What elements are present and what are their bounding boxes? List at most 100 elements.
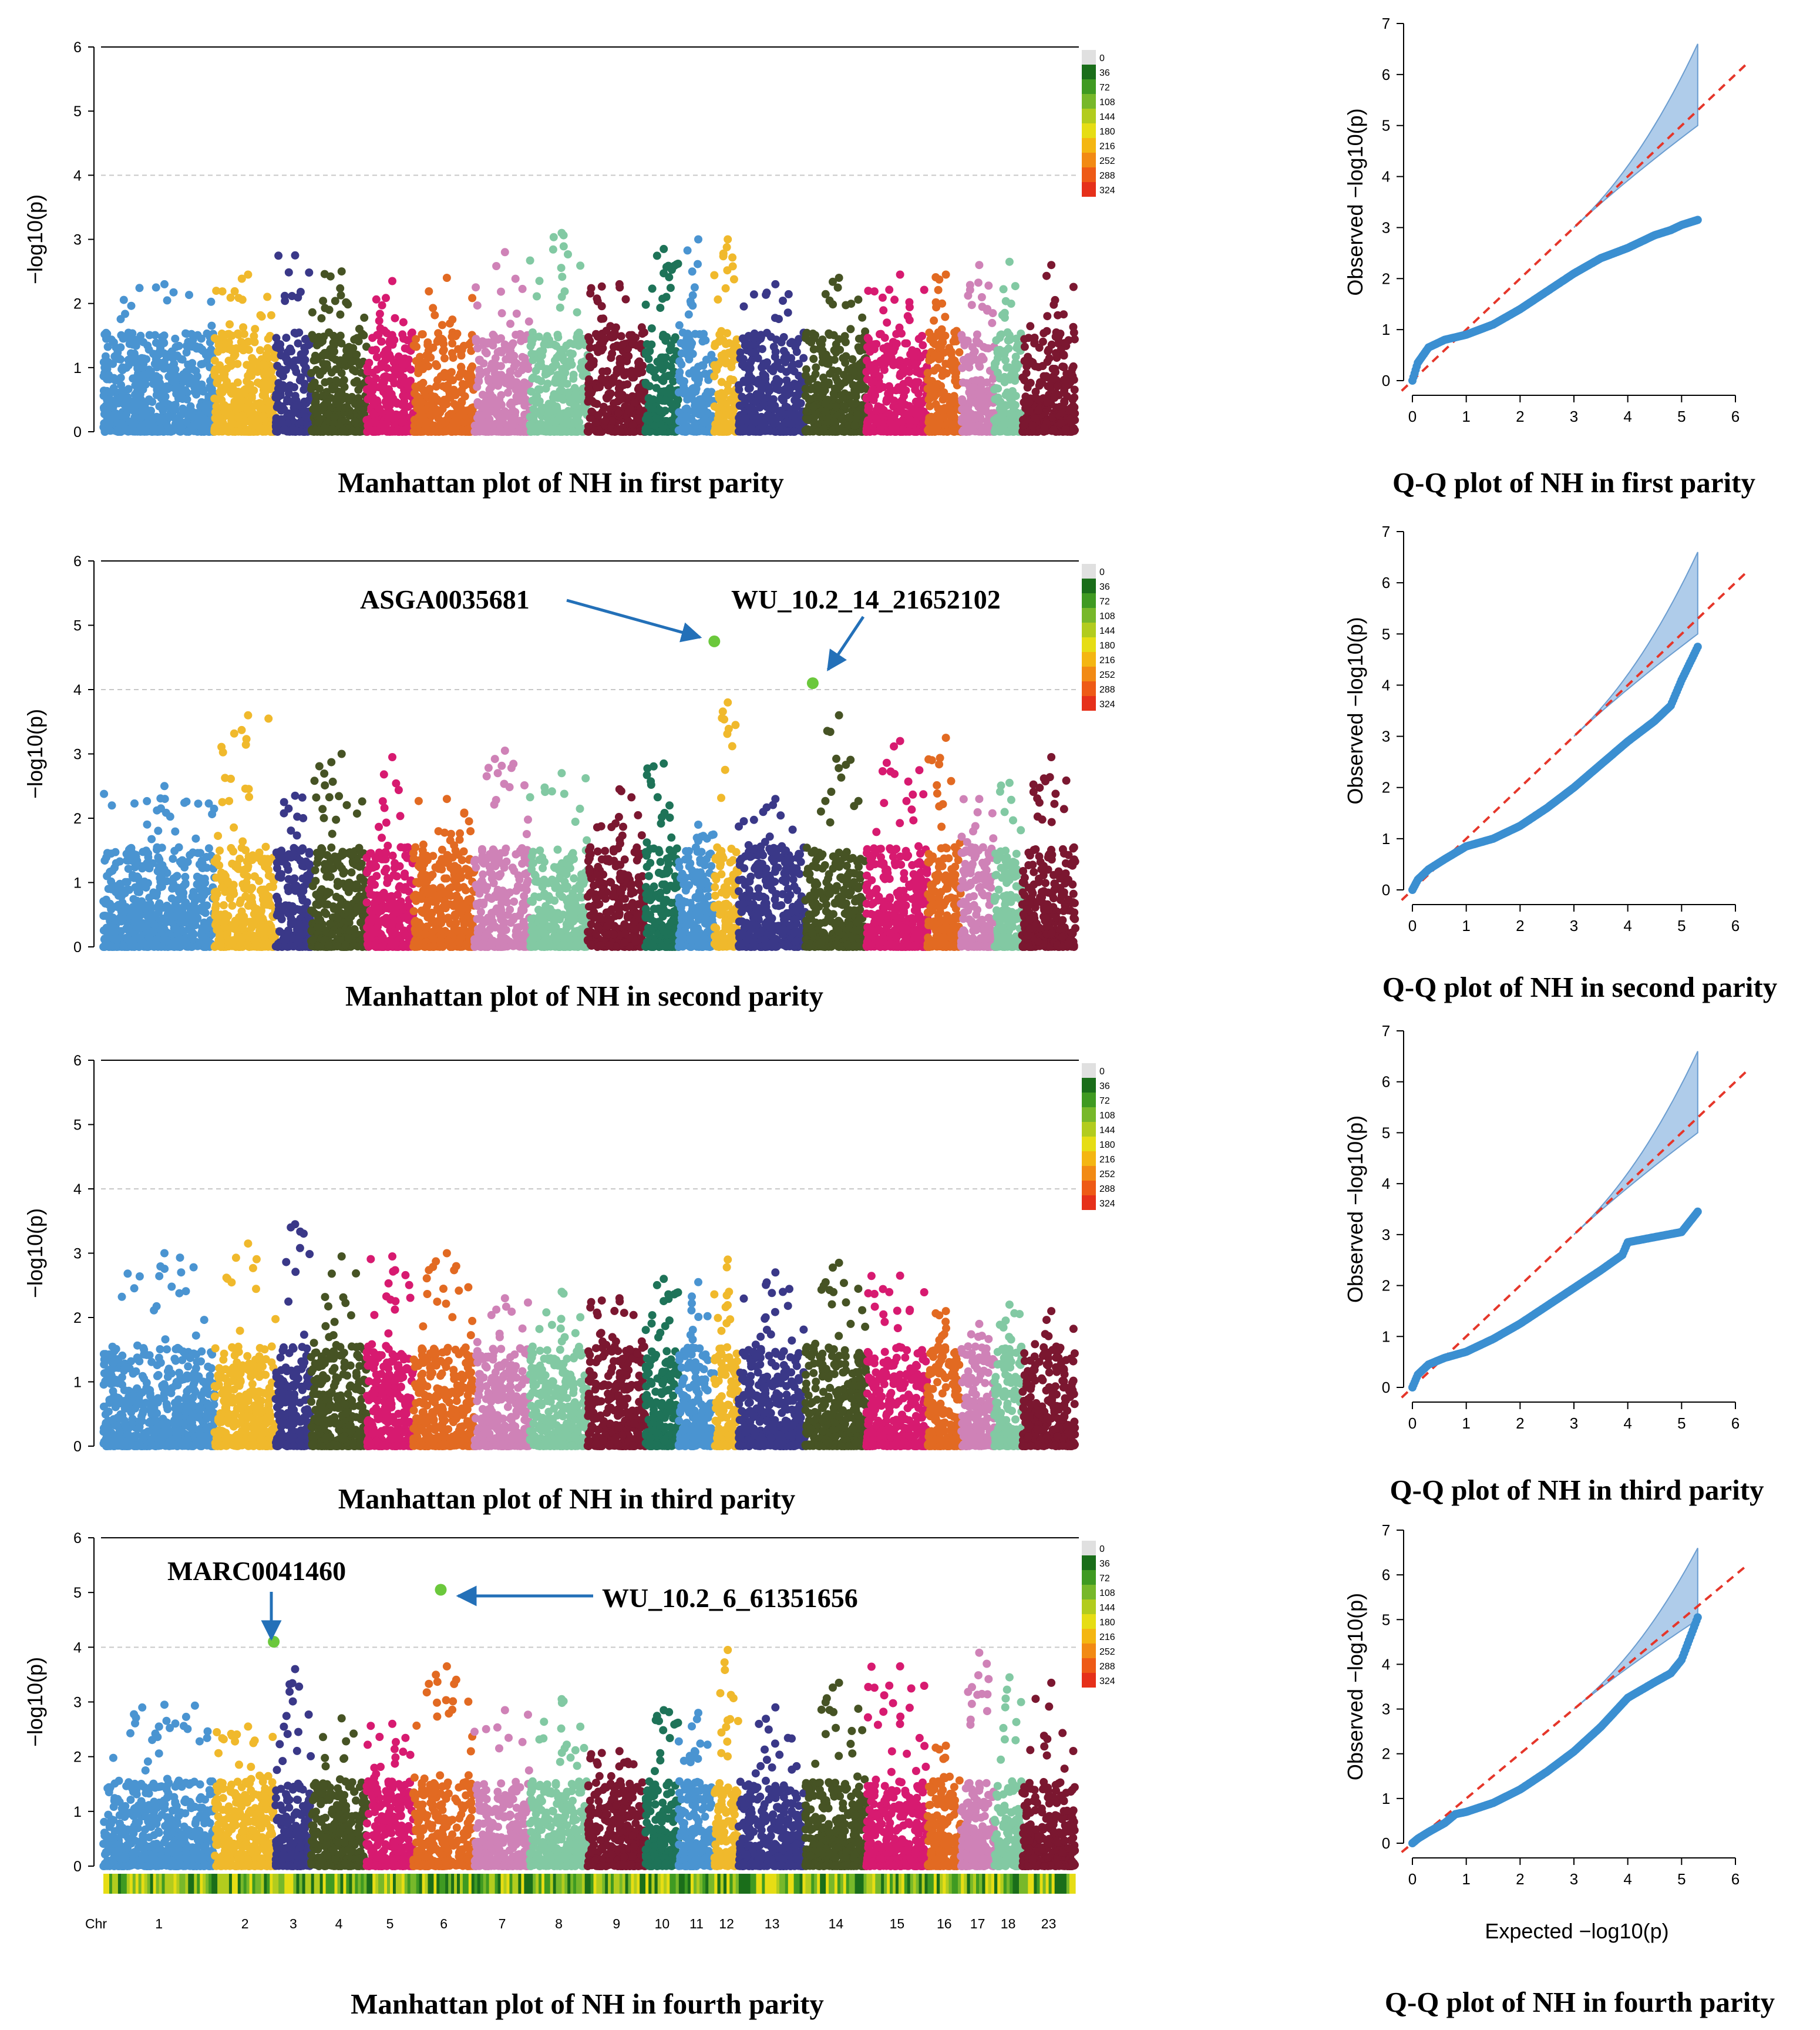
snp-point: [376, 310, 384, 318]
snp-point: [489, 421, 497, 429]
snp-point: [487, 393, 496, 401]
snp-point: [281, 292, 289, 300]
snp-point: [321, 270, 329, 278]
snp-point: [271, 394, 280, 402]
snp-point: [226, 320, 234, 328]
snp-point: [321, 304, 329, 312]
snp-point: [432, 408, 440, 416]
snp-point: [513, 310, 521, 318]
snp-point: [171, 378, 179, 386]
snp-point: [328, 425, 337, 433]
snp-point: [166, 427, 174, 435]
snp-peak-point: [501, 248, 509, 256]
snp-point: [120, 386, 128, 395]
snp-point: [155, 374, 163, 382]
snp-point: [519, 394, 527, 402]
snp-point: [458, 346, 466, 354]
snp-point: [403, 336, 412, 344]
snp-point: [287, 361, 295, 369]
snp-point: [163, 296, 171, 304]
snp-point: [498, 309, 506, 317]
snp-point: [419, 379, 428, 387]
snp-point: [440, 396, 449, 404]
snp-point: [144, 369, 152, 378]
snp-point: [189, 422, 197, 430]
chromosome-1-points: [99, 280, 218, 436]
snp-point: [438, 321, 446, 329]
snp-point: [178, 427, 186, 435]
y-tick-label: 2: [73, 296, 82, 312]
snp-point: [258, 312, 266, 321]
snp-peak-point: [244, 271, 252, 279]
snp-point: [475, 356, 483, 364]
snp-point: [294, 401, 302, 409]
snp-point: [193, 389, 201, 397]
snp-point: [446, 320, 454, 328]
snp-point: [181, 330, 190, 338]
snp-point: [440, 354, 449, 362]
snp-point: [328, 383, 337, 391]
snp-point: [273, 414, 281, 422]
snp-point: [117, 331, 125, 340]
snp-point: [514, 369, 522, 378]
snp-point: [216, 415, 224, 424]
snp-point: [419, 365, 427, 373]
snp-point: [455, 412, 463, 420]
snp-point: [398, 418, 406, 426]
snp-point: [100, 364, 109, 372]
snp-point: [201, 401, 210, 409]
snp-point: [305, 268, 313, 277]
snp-point: [506, 347, 514, 355]
snp-point: [428, 394, 436, 402]
manhattan-first-panel: 0123456−log10(p)036721081441802162522883…: [23, 39, 1115, 441]
snp-point: [526, 257, 534, 265]
snp-point: [369, 401, 378, 409]
snp-point: [251, 325, 259, 333]
snp-point: [193, 372, 201, 381]
snp-point: [152, 283, 160, 291]
snp-point: [540, 341, 549, 349]
snp-point: [473, 383, 481, 391]
snp-point: [170, 288, 178, 297]
snp-point: [296, 377, 304, 385]
snp-point: [399, 392, 407, 400]
snp-point: [497, 288, 505, 296]
snp-point: [330, 413, 338, 421]
snp-point: [282, 426, 291, 435]
snp-point: [110, 338, 118, 347]
snp-point: [274, 251, 282, 260]
snp-point: [416, 428, 425, 436]
snp-point: [383, 329, 391, 337]
chromosome-8-points: [526, 229, 592, 436]
snp-point: [412, 357, 420, 365]
snp-point: [246, 368, 254, 376]
snp-point: [337, 340, 345, 348]
snp-point: [207, 322, 216, 330]
snp-point: [558, 394, 566, 402]
snp-point: [121, 310, 129, 318]
snp-point: [494, 348, 502, 357]
y-tick-label: 0: [73, 424, 82, 441]
chromosome-3-points: [271, 251, 315, 436]
snp-point: [328, 353, 336, 361]
snp-point: [382, 294, 390, 302]
snp-point: [554, 331, 562, 339]
snp-point: [426, 354, 435, 362]
snp-peak-point: [388, 277, 396, 285]
snp-point: [136, 284, 144, 292]
snp-point: [295, 328, 303, 337]
snp-point: [413, 398, 421, 406]
snp-point: [556, 304, 564, 312]
snp-point: [365, 376, 373, 384]
snp-point: [282, 334, 290, 342]
snp-point: [213, 402, 221, 411]
snp-point: [318, 337, 327, 345]
snp-point: [449, 354, 457, 362]
snp-point: [461, 381, 469, 389]
snp-point: [398, 401, 406, 409]
snp-point: [110, 384, 118, 392]
snp-point: [483, 411, 492, 419]
snp-point: [161, 383, 169, 391]
snp-peak-point: [443, 274, 451, 282]
snp-point: [506, 320, 514, 328]
